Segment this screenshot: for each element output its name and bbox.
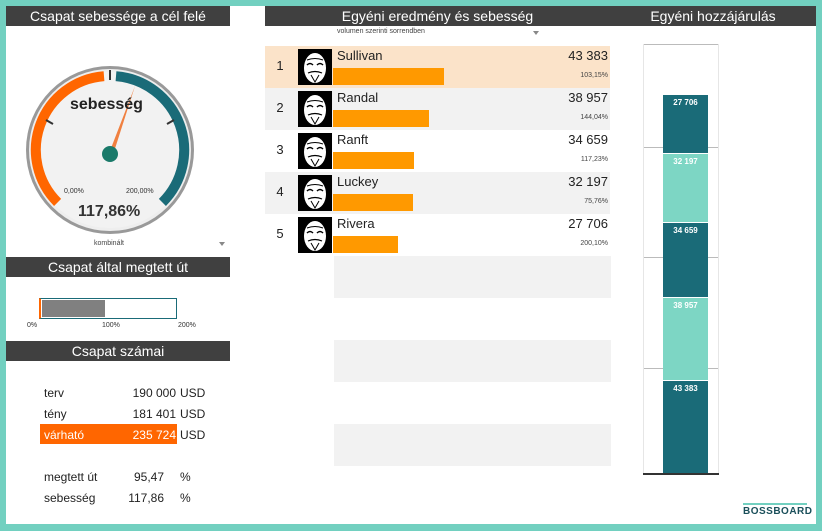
avatar-icon — [298, 91, 332, 127]
empty-row-block — [334, 340, 611, 382]
numbers-panel-title: Csapat számai — [6, 341, 230, 361]
bossboard-logo-underline — [743, 503, 807, 505]
person-bar — [333, 152, 415, 169]
contribution-segment-label: 38 957 — [673, 300, 698, 310]
sort-select[interactable]: volumen szerinti sorrendben — [334, 27, 540, 37]
person-name: Luckey — [337, 174, 379, 189]
expected-row-highlight — [40, 424, 177, 444]
speed-panel-title: Csapat sebessége a cél felé — [6, 6, 230, 26]
empty-row-block — [334, 424, 611, 466]
chevron-down-icon — [533, 31, 539, 35]
distance-label: megtett út — [44, 470, 98, 484]
contribution-segment: 32 197 — [663, 153, 708, 224]
actual-unit: USD — [180, 407, 206, 421]
sort-select-value: volumen szerinti sorrendben — [337, 28, 425, 35]
avatar-icon — [298, 217, 332, 253]
distance-unit: % — [180, 470, 191, 484]
expected-value: 235 724 — [132, 428, 176, 442]
distance-tick-0: 0% — [27, 322, 38, 329]
person-rank: 5 — [276, 226, 284, 241]
person-rank: 4 — [276, 184, 284, 199]
contribution-segment-label: 34 659 — [673, 226, 698, 236]
person-name: Ranft — [337, 132, 369, 147]
distance-bar — [39, 298, 177, 319]
contribution-segment-label: 27 706 — [673, 98, 698, 107]
gauge-mode-select[interactable]: kombinált — [66, 239, 226, 249]
distance-tick-200: 200% — [178, 322, 196, 329]
individual-panel-title: Egyéni eredmény és sebesség — [265, 6, 610, 26]
person-bar — [333, 236, 398, 253]
contribution-baseline — [643, 473, 719, 475]
distance-bar-fill — [42, 300, 106, 317]
contribution-side-left — [643, 44, 644, 474]
person-rank: 1 — [276, 58, 284, 73]
person-name: Randal — [337, 90, 379, 105]
chevron-down-icon — [219, 242, 225, 246]
person-name: Sullivan — [337, 48, 383, 63]
person-value: 34 659 — [568, 132, 608, 147]
gauge-label: sebesség — [70, 96, 143, 113]
expected-label: várható — [44, 428, 85, 442]
speed-gauge — [26, 66, 194, 234]
empty-row-block — [334, 256, 611, 298]
distance-value: 95,47 — [133, 470, 164, 484]
person-value: 27 706 — [568, 216, 608, 231]
person-value: 38 957 — [568, 90, 608, 105]
gauge-max-label: 200,00% — [126, 188, 154, 195]
contribution-segment: 34 659 — [663, 222, 708, 298]
gauge-min-label: 0,00% — [64, 188, 84, 195]
person-percent: 103,15% — [580, 72, 608, 79]
contribution-segment-label: 32 197 — [673, 157, 698, 167]
speed-value: 117,86 — [128, 491, 164, 505]
person-value: 43 383 — [568, 48, 608, 63]
gauge-value: 117,86% — [78, 203, 141, 220]
actual-label: tény — [44, 407, 67, 421]
avatar-icon — [298, 133, 332, 169]
person-rank: 3 — [276, 142, 284, 157]
gauge-arc-right — [115, 71, 190, 206]
person-bar — [333, 194, 413, 211]
contribution-panel-title: Egyéni hozzájárulás — [610, 6, 816, 26]
person-row: 1 Sullivan 43 383 103,15% — [265, 46, 610, 88]
contribution-top-line — [643, 44, 719, 45]
person-rank: 2 — [276, 100, 284, 115]
plan-unit: USD — [180, 386, 206, 400]
person-bar — [333, 68, 444, 85]
gauge-needle — [108, 86, 135, 158]
expected-unit: USD — [180, 428, 206, 442]
bossboard-logo: BOSSBOARD — [743, 506, 813, 517]
gauge-hub — [102, 146, 118, 162]
person-row: 3 Ranft 34 659 117,23% — [265, 130, 610, 172]
plan-label: terv — [44, 386, 65, 400]
contribution-segment-label: 43 383 — [673, 384, 698, 394]
person-bar — [333, 110, 430, 127]
contribution-segment: 38 957 — [663, 296, 708, 382]
person-name: Rivera — [337, 216, 375, 231]
contribution-side-right — [718, 44, 719, 474]
gauge-arc-left — [30, 71, 105, 206]
person-value: 32 197 — [568, 174, 608, 189]
distance-panel-title: Csapat által megtett út — [6, 257, 230, 277]
person-row: 4 Luckey 32 197 75,76% — [265, 172, 610, 214]
person-row: 5 Rivera 27 706 200,10% — [265, 214, 610, 256]
speed-label: sebesség — [44, 491, 96, 505]
speed-unit: % — [180, 491, 191, 505]
person-percent: 144,04% — [580, 114, 608, 121]
contribution-segment: 43 383 — [663, 380, 708, 474]
person-percent: 117,23% — [580, 156, 608, 163]
plan-value: 190 000 — [132, 386, 176, 400]
avatar-icon — [298, 175, 332, 211]
contribution-segment: 27 706 — [663, 94, 708, 155]
dashboard: Csapat sebessége a cél felé Egyéni eredm… — [6, 6, 816, 524]
avatar-icon — [298, 49, 332, 85]
person-percent: 200,10% — [580, 240, 608, 247]
actual-value: 181 401 — [132, 407, 176, 421]
gauge-mode-value: kombinált — [94, 240, 124, 247]
person-percent: 75,76% — [584, 198, 608, 205]
distance-tick-100: 100% — [102, 322, 120, 329]
person-row: 2 Randal 38 957 144,04% — [265, 88, 610, 130]
